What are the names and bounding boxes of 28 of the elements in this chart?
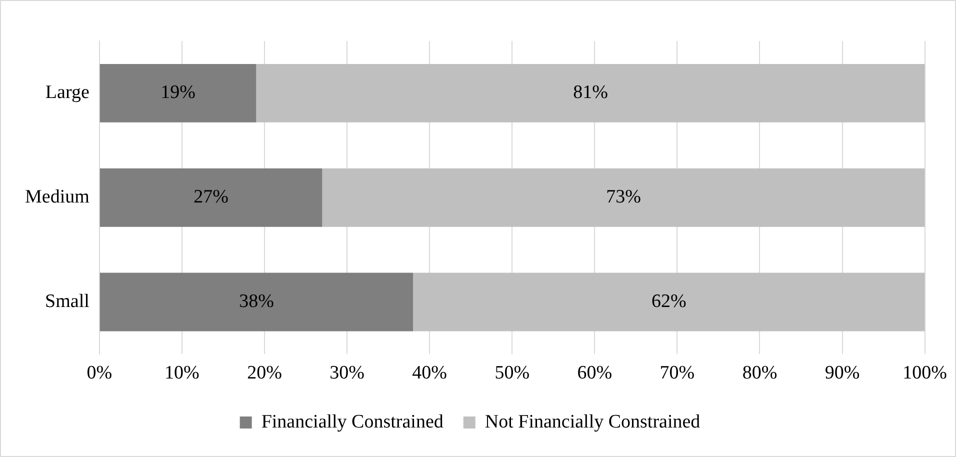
x-tick-label: 70% bbox=[660, 362, 695, 384]
bar bbox=[413, 272, 925, 332]
y-tick-label: Small bbox=[45, 290, 90, 312]
data-label: 19% bbox=[160, 82, 196, 104]
x-tick-label: 80% bbox=[742, 362, 778, 384]
x-tick-label: 0% bbox=[86, 362, 112, 384]
y-tick-label: Large bbox=[45, 82, 90, 104]
bar bbox=[100, 168, 322, 227]
x-tick-label: 30% bbox=[330, 362, 365, 384]
x-tick-label: 100% bbox=[902, 362, 948, 384]
y-tick-label: Medium bbox=[24, 186, 90, 208]
x-tick-label: 50% bbox=[494, 362, 530, 384]
x-tick-label: 20% bbox=[247, 362, 282, 384]
bar bbox=[100, 272, 414, 332]
legend-label: Financially Constrained bbox=[261, 411, 444, 432]
x-tick-label: 60% bbox=[577, 362, 612, 384]
x-tick-label: 40% bbox=[412, 362, 448, 384]
bar bbox=[256, 64, 925, 122]
bar bbox=[322, 168, 925, 227]
legend-label: Not Financially Constrained bbox=[484, 411, 701, 432]
bar bbox=[100, 64, 256, 122]
data-label: 81% bbox=[573, 82, 608, 104]
data-label: 38% bbox=[239, 290, 274, 312]
data-label: 62% bbox=[652, 290, 687, 312]
x-tick-label: 90% bbox=[824, 362, 860, 384]
data-label: 27% bbox=[194, 186, 229, 208]
x-tick-label: 10% bbox=[164, 362, 200, 384]
data-label: 73% bbox=[606, 186, 642, 208]
